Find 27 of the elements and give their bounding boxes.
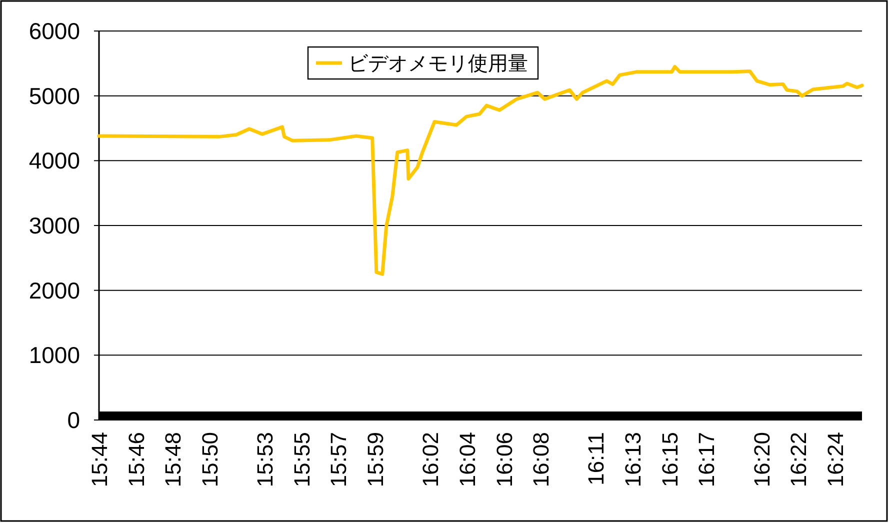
x-tick-label: 16:22 (786, 432, 812, 488)
x-tick-label: 15:53 (252, 432, 278, 488)
x-tick-label: 16:08 (528, 432, 554, 488)
x-tick-label: 15:59 (362, 432, 388, 488)
x-tick-label: 15:44 (87, 432, 112, 488)
legend-label: ビデオメモリ使用量 (348, 53, 528, 75)
x-tick-label: 16:24 (822, 432, 848, 488)
x-tick-label: 16:06 (492, 432, 517, 488)
x-tick-label: 15:50 (197, 432, 222, 488)
x-tick-label: 16:04 (455, 432, 480, 488)
x-tick-label: 16:15 (657, 432, 682, 488)
y-tick-label: 3000 (28, 212, 80, 238)
x-tick-label: 16:02 (418, 432, 444, 488)
x-tick-label: 15:48 (160, 432, 186, 488)
y-tick-label: 5000 (28, 82, 80, 109)
x-tick-label: 16:20 (749, 432, 774, 488)
x-tick-label: 16:11 (584, 432, 609, 486)
x-tick-label: 15:46 (124, 432, 149, 488)
x-tick-label: 15:55 (289, 432, 314, 488)
y-tick-label: 0 (67, 407, 80, 433)
x-tick-label: 15:57 (326, 432, 352, 488)
y-tick-label: 1000 (28, 342, 80, 368)
x-tick-label: 16:13 (620, 432, 646, 488)
y-tick-label: 2000 (28, 277, 80, 304)
y-tick-label: 6000 (28, 18, 80, 44)
x-tick-label: 16:17 (694, 432, 720, 488)
y-tick-label: 4000 (28, 148, 80, 174)
